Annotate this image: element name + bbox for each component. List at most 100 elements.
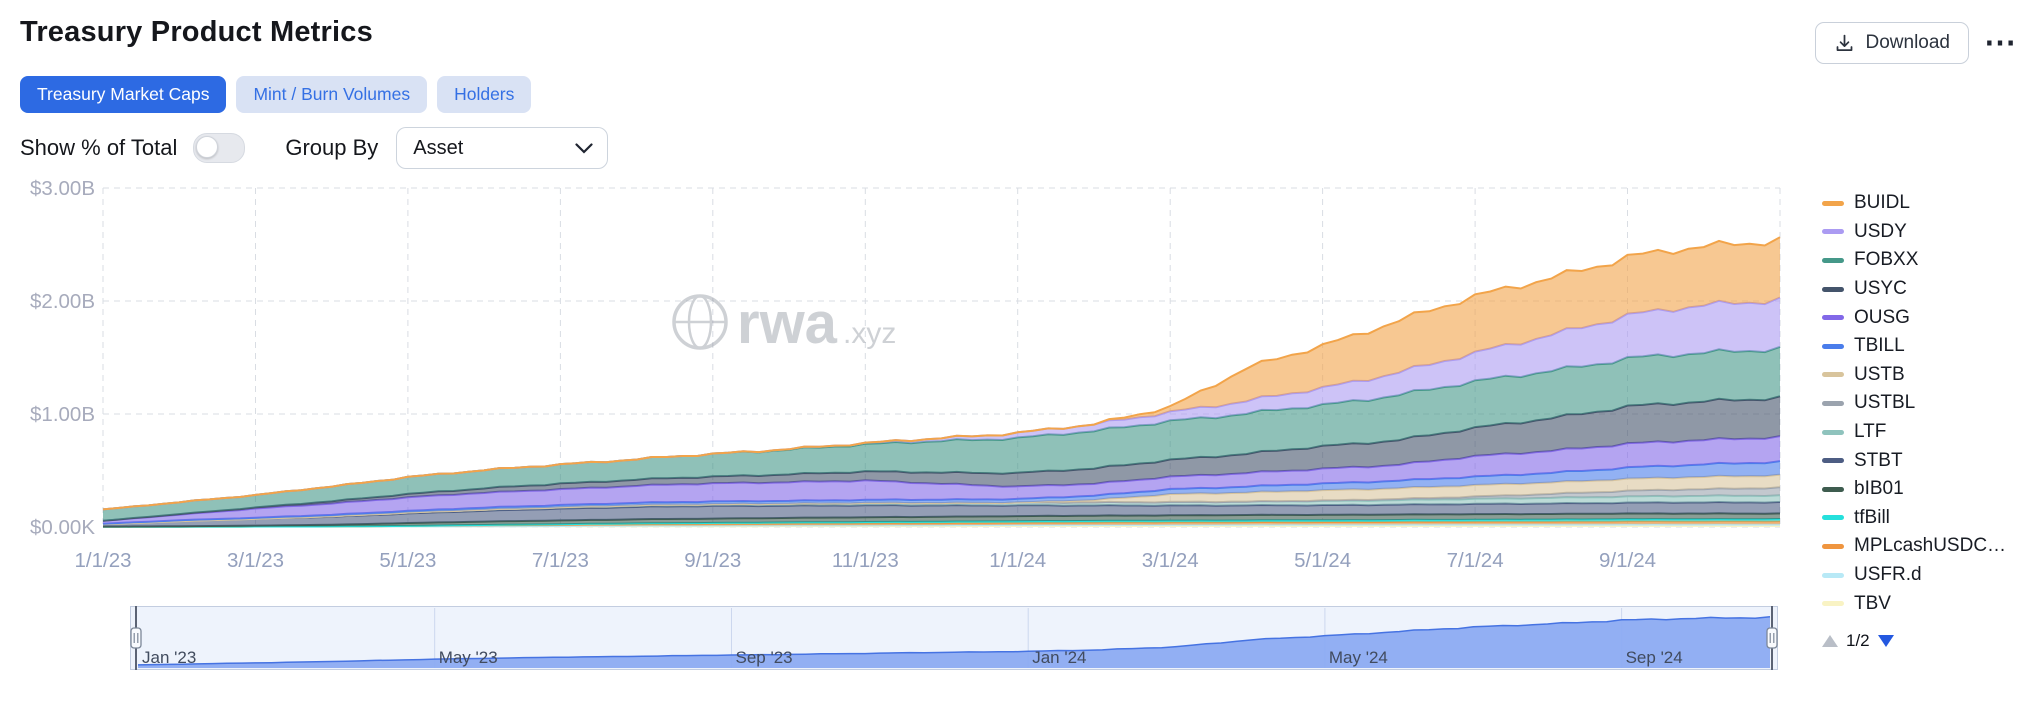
legend-swatch (1822, 257, 1844, 263)
market-cap-chart[interactable]: rwa .xyz $3.00B $2.00B $1.00B $0.00K 1/1/23 3/1… (0, 170, 1790, 602)
legend-label: BUIDL (1854, 192, 1910, 214)
legend-label: MPLcashUSDC… (1854, 535, 2007, 557)
svg-text:3/1/23: 3/1/23 (227, 549, 284, 572)
legend-item-usyc[interactable]: USYC (1822, 275, 2030, 304)
legend-item-ltf[interactable]: LTF (1822, 418, 2030, 447)
legend-page-down-icon[interactable] (1877, 634, 1894, 647)
legend-swatch (1822, 601, 1844, 607)
svg-text:$3.00B: $3.00B (30, 177, 95, 200)
page-title: Treasury Product Metrics (20, 16, 373, 48)
legend-swatch (1822, 229, 1844, 235)
brush-tick-label: May '24 (1329, 648, 1388, 667)
svg-text:$1.00B: $1.00B (30, 403, 95, 426)
svg-text:$0.00K: $0.00K (30, 516, 95, 539)
svg-text:1/1/23: 1/1/23 (75, 549, 132, 572)
area-usyc (103, 396, 1780, 521)
area-stbt (103, 502, 1780, 527)
tab-mint-burn-volumes[interactable]: Mint / Burn Volumes (236, 76, 428, 113)
legend-item-fobxx[interactable]: FOBXX (1822, 246, 2030, 275)
brush-tick-label: Jan '24 (1032, 648, 1086, 667)
legend-item-stbt[interactable]: STBT (1822, 446, 2030, 475)
svg-text:11/1/23: 11/1/23 (832, 549, 899, 572)
market-cap-chart-svg[interactable]: rwa .xyz $3.00B $2.00B $1.00B $0.00K 1/1/23 3/1… (0, 170, 1790, 602)
legend-item-ustbl[interactable]: USTBL (1822, 389, 2030, 418)
legend-item-tfbill[interactable]: tfBill (1822, 504, 2030, 533)
legend-item-bib01[interactable]: bIB01 (1822, 475, 2030, 504)
show-pct-toggle[interactable] (193, 133, 246, 163)
legend-label: TBILL (1854, 335, 1905, 357)
legend-swatch (1822, 286, 1844, 292)
area-line-buidl (102, 236, 1781, 511)
legend-swatch (1822, 572, 1844, 578)
brush-handle-right[interactable] (1766, 606, 1778, 670)
group-by-label: Group By (285, 135, 379, 160)
download-icon (1836, 34, 1852, 51)
legend-swatch (1822, 372, 1844, 378)
svg-text:$2.00B: $2.00B (30, 290, 95, 313)
chart-controls: Show % of Total Group By Asset (20, 126, 609, 170)
metric-tabs: Treasury Market Caps Mint / Burn Volumes… (20, 76, 532, 113)
legend-page-indicator: 1/2 (1846, 630, 1870, 650)
legend-label: USTB (1854, 363, 1905, 385)
watermark-text: rwa (737, 291, 838, 356)
tab-holders[interactable]: Holders (437, 76, 532, 113)
stacked-areas (102, 236, 1781, 528)
brush-tick-label: May '23 (439, 648, 498, 667)
legend-label: STBT (1854, 449, 1903, 471)
y-axis-labels: $3.00B $2.00B $1.00B $0.00K (30, 177, 95, 539)
svg-text:3/1/24: 3/1/24 (1142, 549, 1199, 572)
group-by-select[interactable]: Asset (396, 127, 609, 169)
download-button[interactable]: Download (1814, 22, 1969, 64)
legend-item-mplcashusdc[interactable]: MPLcashUSDC… (1822, 532, 2030, 561)
legend-swatch (1822, 515, 1844, 521)
brush-tick-label: Sep '24 (1626, 648, 1683, 667)
brush-chart-svg[interactable]: Jan '23 May '23 Sep '23 Jan '24 May '24 Sep '… (130, 606, 1778, 670)
legend-swatch (1822, 458, 1844, 464)
legend-label: TBV (1854, 592, 1891, 614)
legend-swatch (1822, 486, 1844, 492)
legend-items: BUIDL USDY FOBXX USYC OUSG TBILL USTB USTBL LTF S… (1822, 189, 2030, 618)
legend-label: FOBXX (1854, 249, 1919, 271)
legend-item-tbill[interactable]: TBILL (1822, 332, 2030, 361)
tab-treasury-market-caps[interactable]: Treasury Market Caps (20, 76, 227, 113)
time-range-brush[interactable]: Jan '23 May '23 Sep '23 Jan '24 May '24 Sep '… (130, 606, 1778, 670)
legend-page-up-icon[interactable] (1822, 634, 1838, 647)
brush-tick-label: Jan '23 (142, 648, 196, 667)
show-pct-label: Show % of Total (20, 135, 178, 160)
brush-handle-left[interactable] (130, 606, 142, 670)
legend-item-usdy[interactable]: USDY (1822, 218, 2030, 247)
legend-pagination: 1/2 (1822, 631, 2030, 651)
legend-swatch (1822, 543, 1844, 549)
legend-label: USDY (1854, 220, 1907, 242)
brush-tick-label: Sep '23 (736, 648, 793, 667)
legend-item-buidl[interactable]: BUIDL (1822, 189, 2030, 218)
group-by-value: Asset (413, 136, 464, 159)
download-label: Download (1865, 32, 1951, 53)
legend-label: USTBL (1854, 392, 1916, 414)
svg-text:1/1/24: 1/1/24 (989, 549, 1046, 572)
legend-label: tfBill (1854, 506, 1890, 528)
legend-label: bIB01 (1854, 478, 1904, 500)
legend-swatch (1822, 343, 1844, 349)
area-fobxx (103, 346, 1780, 521)
chart-legend: BUIDL USDY FOBXX USYC OUSG TBILL USTB USTBL LTF S… (1822, 189, 2030, 651)
area-ousg (103, 436, 1780, 524)
svg-text:7/1/23: 7/1/23 (532, 549, 589, 572)
chevron-down-icon (575, 142, 593, 154)
svg-text:9/1/23: 9/1/23 (684, 549, 741, 572)
legend-label: LTF (1854, 421, 1887, 443)
legend-item-ustb[interactable]: USTB (1822, 361, 2030, 390)
toggle-knob (196, 136, 219, 158)
svg-text:5/1/23: 5/1/23 (379, 549, 436, 572)
legend-item-usfr-d[interactable]: USFR.d (1822, 561, 2030, 590)
legend-item-tbv[interactable]: TBV (1822, 589, 2030, 618)
legend-item-ousg[interactable]: OUSG (1822, 303, 2030, 332)
legend-label: OUSG (1854, 306, 1910, 328)
x-axis-labels: 1/1/23 3/1/23 5/1/23 7/1/23 9/1/23 11/1/23 1/1… (75, 549, 1657, 572)
legend-swatch (1822, 400, 1844, 406)
area-bib01 (103, 513, 1780, 527)
legend-label: USYC (1854, 278, 1907, 300)
more-options-icon[interactable]: ⋯ (1976, 20, 2024, 64)
svg-text:7/1/24: 7/1/24 (1447, 549, 1504, 572)
